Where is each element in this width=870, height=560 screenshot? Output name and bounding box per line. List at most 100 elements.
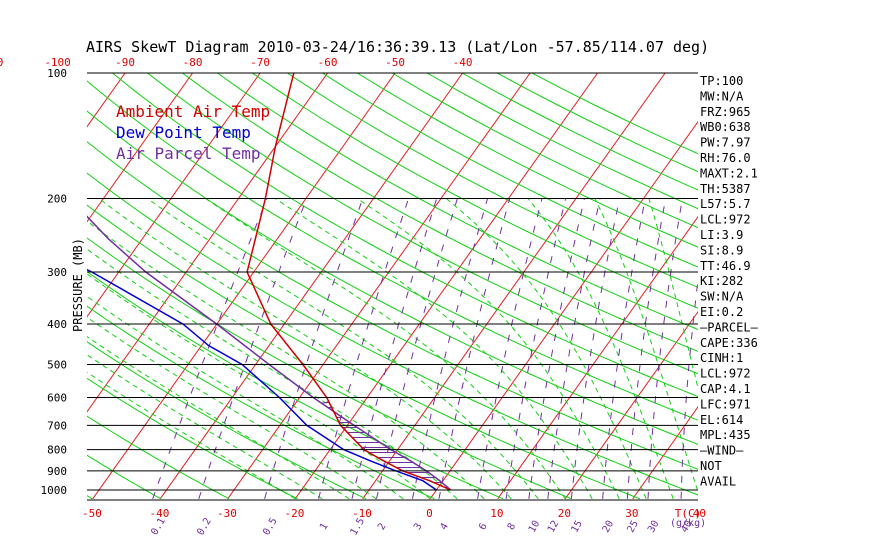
side-label: LI:3.9 — [700, 228, 743, 242]
grid — [0, 73, 870, 500]
dry-adiabat-line — [87, 80, 698, 421]
mixing-ratio-label: 12 — [546, 519, 562, 535]
moist-adiabat-line — [357, 198, 620, 500]
top-temp-tick: -90 — [115, 56, 135, 69]
mixing-ratio-line — [318, 198, 409, 499]
dry-adiabat-line — [217, 73, 698, 331]
dry-adiabat-line — [87, 110, 698, 445]
mixing-ratio-label: 30 — [646, 519, 662, 535]
chart-title: AIRS SkewT Diagram 2010-03-24/16:36:39.1… — [86, 38, 709, 56]
side-label: CAPE:336 — [700, 336, 758, 350]
mixing-ratio-label: 0.5 — [261, 516, 280, 537]
side-label: CINH:1 — [700, 351, 743, 365]
bottom-temp-tick: -50 — [82, 507, 102, 520]
pressure-label-100: 100 — [47, 67, 67, 80]
side-label: L57:5.7 — [700, 197, 751, 211]
side-label: LFC:971 — [700, 397, 751, 411]
dry-adiabat-line — [112, 73, 698, 398]
isotherm-line — [92, 73, 396, 500]
side-label: RH:76.0 — [700, 151, 751, 165]
dry-adiabat-line — [322, 73, 698, 268]
isotherm-line — [159, 73, 464, 500]
mixing-ratio-line — [198, 198, 308, 499]
pressure-label-600: 600 — [47, 391, 67, 404]
dry-adiabat-line — [182, 73, 698, 352]
mixing-ratio-line — [626, 198, 667, 499]
mixing-ratio-line — [438, 198, 511, 499]
pressure-lines: 100 200 300 400 500 600 700 800 900 1000 — [41, 67, 698, 501]
isotherm-line — [87, 73, 126, 128]
mixing-ratio-line — [351, 198, 438, 499]
bottom-temp-tick: 20 — [558, 507, 571, 520]
mixing-ratio-line — [412, 198, 489, 499]
isotherm-line — [87, 73, 194, 223]
moist-adiabat-line — [87, 273, 431, 500]
dry-adiabat-line — [87, 454, 162, 500]
moist-adiabat-line — [98, 198, 512, 500]
mixing-ratio-line — [505, 198, 567, 499]
moist-adiabat-line — [594, 198, 698, 494]
isotherm-line — [632, 405, 698, 500]
bottom-temp-tick: 30 — [625, 507, 638, 520]
dry-adiabat-line — [147, 73, 698, 375]
mixing-ratio-label: 10 — [527, 519, 543, 535]
side-label: KI:282 — [700, 274, 743, 288]
moist-adiabat-line — [87, 316, 377, 500]
isotherm-line — [497, 215, 698, 500]
mixing-ratio-line — [477, 198, 543, 499]
side-label: EI:0.2 — [700, 305, 743, 319]
moist-adiabat-line — [147, 198, 539, 500]
dry-adiabat-line — [87, 204, 641, 500]
mixing-ratio-line — [264, 198, 364, 499]
top-temp-tick: -110 — [0, 56, 3, 69]
mixing-ratio-label: 0.2 — [195, 516, 214, 537]
bottom-temp-tick: 40 — [693, 507, 706, 520]
pressure-label-500: 500 — [47, 358, 67, 371]
moist-adiabat-line — [205, 198, 566, 500]
mixing-ratio-label: 1 — [318, 521, 331, 532]
isotherm-line — [564, 310, 698, 500]
pressure-label-200: 200 — [47, 193, 67, 206]
top-temp-tick: -100 — [44, 56, 71, 69]
series-parcel — [87, 215, 452, 491]
side-label: EL:614 — [700, 413, 743, 427]
side-label: PW:7.97 — [700, 136, 751, 150]
top-temp-tick: -50 — [385, 56, 405, 69]
moist-adiabat-line — [87, 335, 350, 500]
dry-adiabat-line — [87, 377, 298, 500]
isotherm-line — [87, 73, 329, 413]
isotherm-line — [87, 73, 261, 318]
x-axis-label: T(C) — [675, 507, 702, 520]
isotherm-line — [0, 73, 58, 499]
pressure-label-700: 700 — [47, 419, 67, 432]
side-label: SI:8.9 — [700, 243, 743, 257]
y-axis-label: PRESSURE (MB) — [71, 238, 85, 332]
bottom-temp-tick: 10 — [490, 507, 503, 520]
dry-adiabat-line — [0, 73, 24, 499]
side-label: TH:5387 — [700, 182, 751, 196]
side-label: LCL:972 — [700, 213, 751, 227]
pressure-label-800: 800 — [47, 444, 67, 457]
side-label: AVAIL — [700, 474, 736, 488]
mixing-ratio-label: 2 — [376, 521, 389, 532]
mixing-ratio-line — [602, 198, 646, 499]
dry-adiabat-line — [87, 271, 504, 500]
side-label: SW:N/A — [700, 290, 744, 304]
dry-adiabat-line — [87, 141, 698, 470]
tick-labels: -50-40-30-20-10010203040T(C)-120-110-100… — [0, 56, 706, 537]
moist-adiabat-line — [274, 198, 593, 500]
isotherm-line — [768, 73, 870, 499]
moist-adiabat-line — [87, 295, 404, 500]
legend-dewpoint: Dew Point Temp — [116, 123, 251, 142]
mixing-ratio-line — [152, 198, 268, 499]
side-label: —WIND— — [700, 444, 744, 458]
top-temp-tick: -40 — [453, 56, 473, 69]
legend-parcel: Air Parcel Temp — [116, 144, 261, 163]
side-label: TP:100 — [700, 74, 743, 88]
legend: Ambient Air Temp Dew Point Temp Air Parc… — [116, 102, 270, 163]
moist-adiabat-line — [87, 354, 323, 500]
mixing-ratio-label: 25 — [625, 519, 641, 535]
pressure-label-900: 900 — [47, 465, 67, 478]
